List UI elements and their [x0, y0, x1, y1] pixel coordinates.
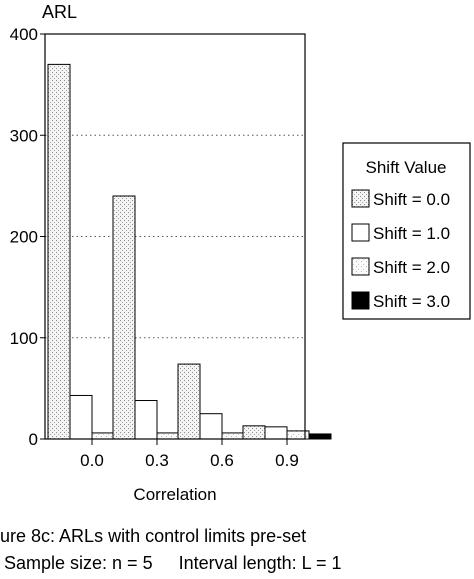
x-tick-label: 0.9	[275, 451, 299, 470]
x-tick-label: 0.0	[80, 451, 104, 470]
interval-length-note: Interval length: L = 1	[178, 553, 342, 573]
y-tick-label: 100	[10, 329, 38, 348]
bar-shift-1-0-0.3	[134, 400, 158, 440]
legend-items: Shift = 0.0 Shift = 1.0 Shift = 2.0 Shift =…	[351, 189, 450, 311]
y-ticks: 0 100 200 300 400	[10, 25, 45, 449]
figure-caption: gure 8c: ARLs with control limits pre-se…	[0, 526, 307, 546]
bar-shift-0-0-0.3	[112, 195, 136, 440]
bar-shift-1-0-0.9	[264, 426, 288, 440]
x-tick-label: 0.3	[145, 451, 169, 470]
y-tick-label: 200	[10, 228, 38, 247]
legend-label: Shift = 0.0	[373, 190, 450, 209]
sample-size-note: Sample size: n = 5	[4, 553, 153, 573]
bar-shift-1-0-0.6	[199, 413, 223, 440]
bar-shift-0-0-0.0	[47, 63, 71, 440]
bars-group	[47, 63, 332, 440]
legend-swatch	[351, 223, 370, 242]
gridlines	[45, 134, 305, 339]
figure-subcaption: Sample size: n = 5 Interval length: L = 1	[4, 553, 342, 574]
y-tick-label: 400	[10, 25, 38, 44]
bar-shift-0-0-0.9	[242, 425, 266, 440]
legend-label: Shift = 3.0	[373, 292, 450, 311]
bar-shift-3-0-0.9	[308, 433, 332, 440]
x-tick-label: 0.6	[210, 451, 234, 470]
y-tick-label: 0	[29, 430, 38, 449]
legend-swatch	[351, 189, 370, 208]
y-tick-label: 300	[10, 126, 38, 145]
bar-shift-2-0-0.9	[286, 430, 310, 440]
legend-swatch	[351, 257, 370, 276]
bar-shift-2-0-0.0	[91, 432, 115, 440]
legend-label: Shift = 2.0	[373, 258, 450, 277]
x-axis-label: Correlation	[133, 485, 216, 504]
arl-bar-chart: ARL 0 100 200 300 400 0.0 0.3 0.6 0.9 Correlati…	[10, 2, 471, 504]
y-axis-label: ARL	[42, 2, 77, 22]
legend-swatch	[351, 291, 370, 310]
legend-title: Shift Value	[366, 158, 447, 177]
legend-label: Shift = 1.0	[373, 224, 450, 243]
x-ticks: 0.0 0.3 0.6 0.9	[80, 439, 299, 470]
bar-shift-2-0-0.3	[156, 432, 180, 440]
bar-shift-2-0-0.6	[221, 432, 245, 440]
bar-shift-0-0-0.6	[177, 363, 201, 440]
bar-shift-1-0-0.0	[69, 394, 93, 440]
